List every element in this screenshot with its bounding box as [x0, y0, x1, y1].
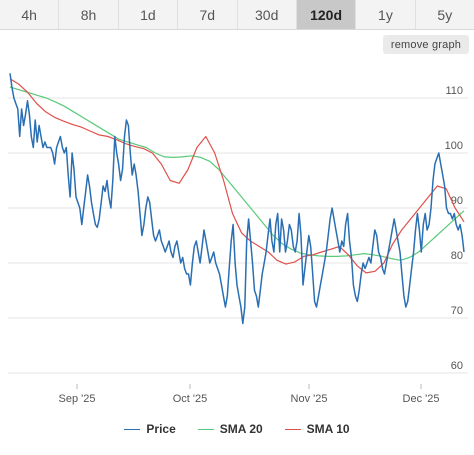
legend-label: SMA 20 — [219, 422, 263, 436]
tab-1d[interactable]: 1d — [119, 0, 179, 29]
tab-1y[interactable]: 1y — [356, 0, 416, 29]
tab-7d[interactable]: 7d — [178, 0, 238, 29]
x-tick-label: Nov '25 — [291, 393, 328, 405]
x-axis-ticks: Sep '25 Oct '25 Nov '25 Dec '25 — [59, 384, 440, 405]
tab-8h[interactable]: 8h — [59, 0, 119, 29]
x-tick-label: Dec '25 — [403, 393, 440, 405]
legend-item-sma-10[interactable]: SMA 10 — [284, 422, 350, 436]
legend-swatch — [284, 428, 301, 430]
chart-grid — [8, 97, 468, 374]
chart-series — [9, 73, 465, 325]
series-line-sma-10 — [9, 78, 465, 274]
x-tick-label: Oct '25 — [173, 393, 208, 405]
y-tick-label: 90 — [451, 195, 463, 207]
legend-label: SMA 10 — [306, 422, 350, 436]
legend-item-sma-20[interactable]: SMA 20 — [197, 422, 263, 436]
remove-graph-button[interactable]: remove graph — [383, 35, 469, 54]
y-tick-label: 110 — [445, 85, 463, 97]
series-line-sma-20 — [9, 86, 465, 261]
y-axis-ticks: 60 70 80 90 100 110 — [445, 85, 463, 372]
chart-legend: Price SMA 20 SMA 10 — [0, 418, 474, 440]
legend-item-price[interactable]: Price — [124, 422, 176, 436]
x-tick-label: Sep '25 — [59, 393, 96, 405]
y-tick-label: 70 — [451, 305, 463, 317]
y-tick-label: 100 — [445, 140, 463, 152]
y-tick-label: 80 — [451, 250, 463, 262]
legend-swatch — [124, 428, 141, 430]
tab-5y[interactable]: 5y — [437, 6, 453, 23]
series-line-price — [9, 73, 465, 325]
tab-30d[interactable]: 30d — [238, 0, 297, 29]
timeframe-tabs: 4h 8h 1d 7d 30d 120d 1y 5y — [0, 0, 474, 30]
y-tick-label: 60 — [451, 360, 463, 372]
tab-4h[interactable]: 4h — [0, 0, 60, 29]
legend-swatch — [197, 428, 214, 430]
tab-120d[interactable]: 120d — [296, 0, 357, 29]
legend-label: Price — [146, 422, 176, 436]
